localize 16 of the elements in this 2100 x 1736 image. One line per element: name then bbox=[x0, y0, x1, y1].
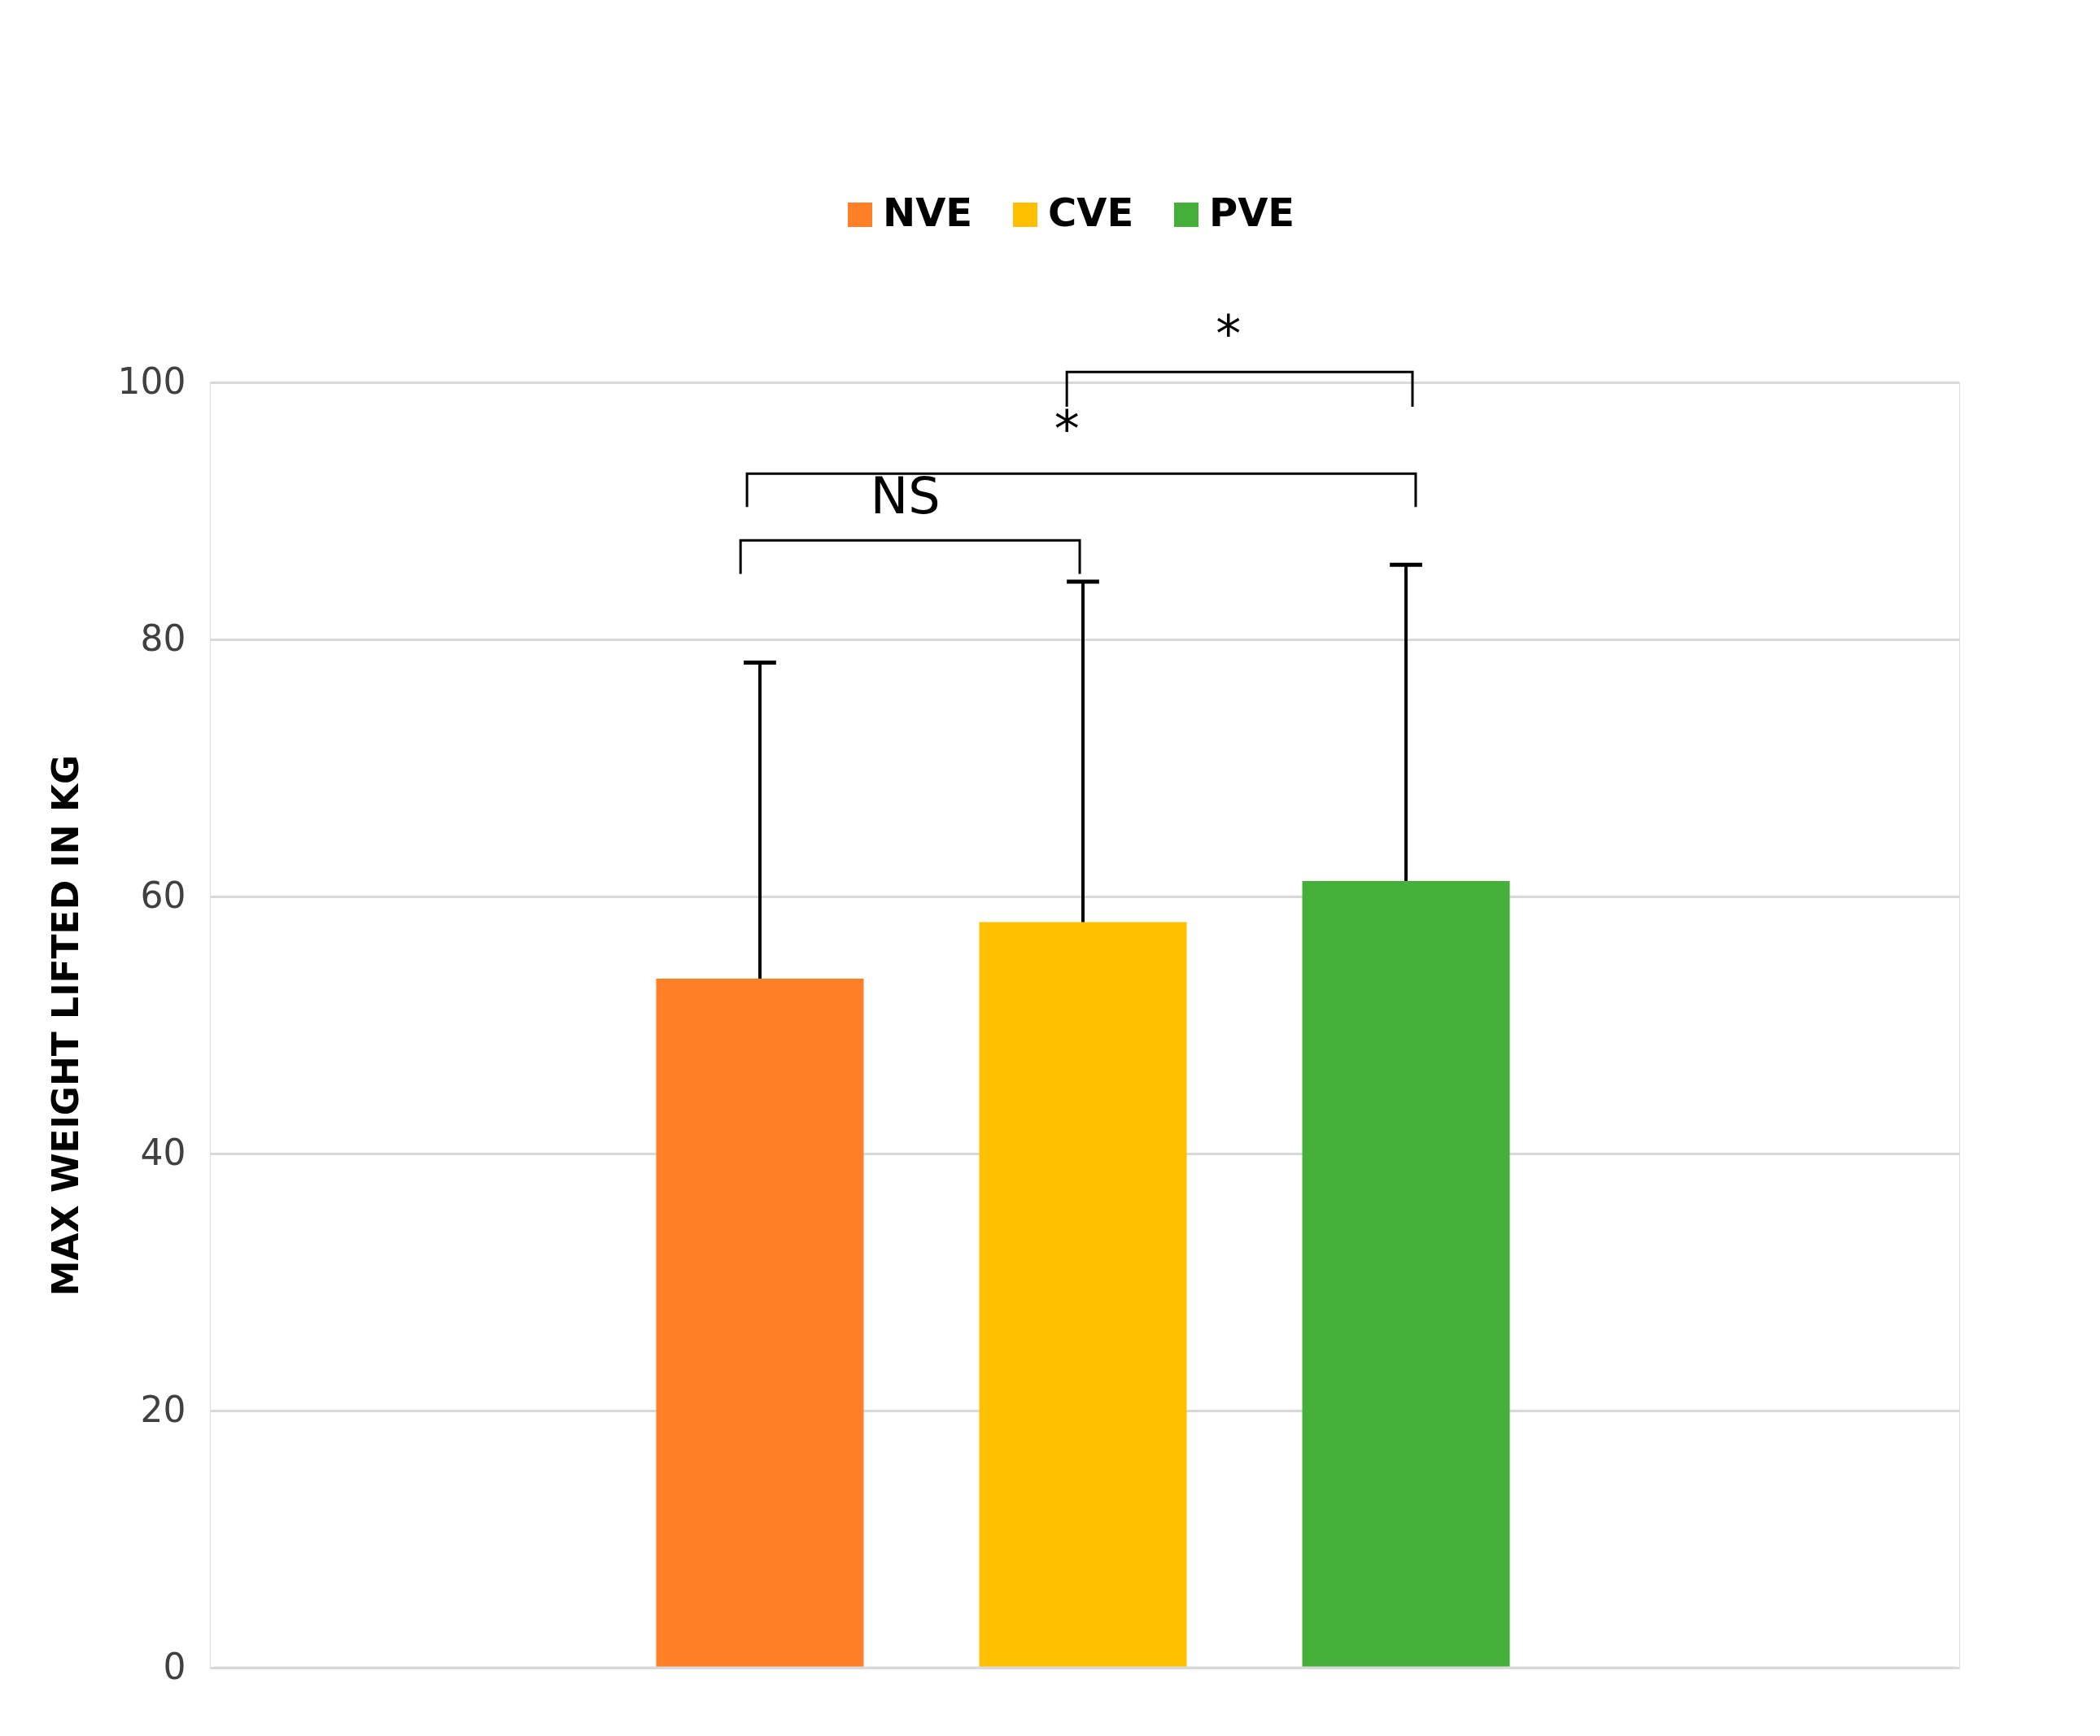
y-tick-label: 100 bbox=[117, 360, 186, 402]
bar bbox=[1302, 881, 1510, 1668]
text: * bbox=[1216, 303, 1242, 364]
legend-label: NVE bbox=[883, 190, 973, 235]
y-tick-label: 80 bbox=[140, 617, 186, 659]
annotation: * bbox=[1054, 399, 1080, 459]
y-tick-label: 20 bbox=[140, 1388, 186, 1430]
bar bbox=[656, 979, 864, 1668]
legend-label: PVE bbox=[1209, 190, 1295, 235]
y-tick-label: 60 bbox=[140, 874, 186, 916]
y-tick-label: 40 bbox=[140, 1131, 186, 1173]
y-tick-label: 0 bbox=[163, 1645, 186, 1687]
annotation: NS bbox=[870, 465, 941, 526]
bar bbox=[979, 922, 1187, 1668]
y-axis-title: MAX WEIGHT LIFTED IN KG bbox=[44, 754, 86, 1297]
legend-label: CVE bbox=[1048, 190, 1134, 235]
